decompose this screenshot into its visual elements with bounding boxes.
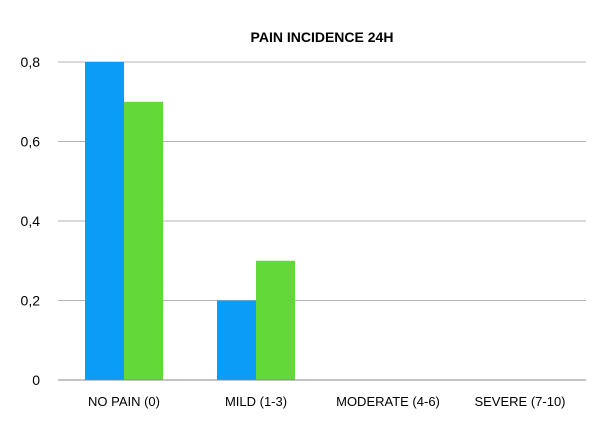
x-category-label: NO PAIN (0) [88,394,160,409]
y-tick-label: 0 [32,372,40,388]
y-tick-label: 0,4 [21,213,41,229]
x-axis-categories: NO PAIN (0) MILD (1-3) MODERATE (4-6) SEVER… [88,394,566,409]
y-tick-label: 0,8 [21,54,41,70]
y-tick-label: 0,2 [21,293,41,309]
y-axis-ticks: 0 0,2 0,4 0,6 0,8 [21,54,41,388]
bar [85,62,124,380]
chart-title: PAIN INCIDENCE 24H [251,29,394,45]
x-category-label: MILD (1-3) [225,394,287,409]
bar [124,101,163,380]
x-category-label: MODERATE (4-6) [336,394,440,409]
bars [85,62,295,380]
y-tick-label: 0,6 [21,134,41,150]
x-category-label: SEVERE (7-10) [474,394,565,409]
bar [256,260,295,380]
bar [217,300,256,380]
